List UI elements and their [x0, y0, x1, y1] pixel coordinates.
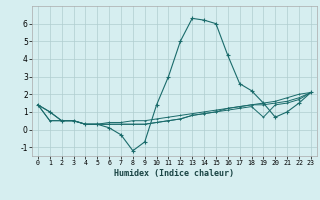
- X-axis label: Humidex (Indice chaleur): Humidex (Indice chaleur): [115, 169, 234, 178]
